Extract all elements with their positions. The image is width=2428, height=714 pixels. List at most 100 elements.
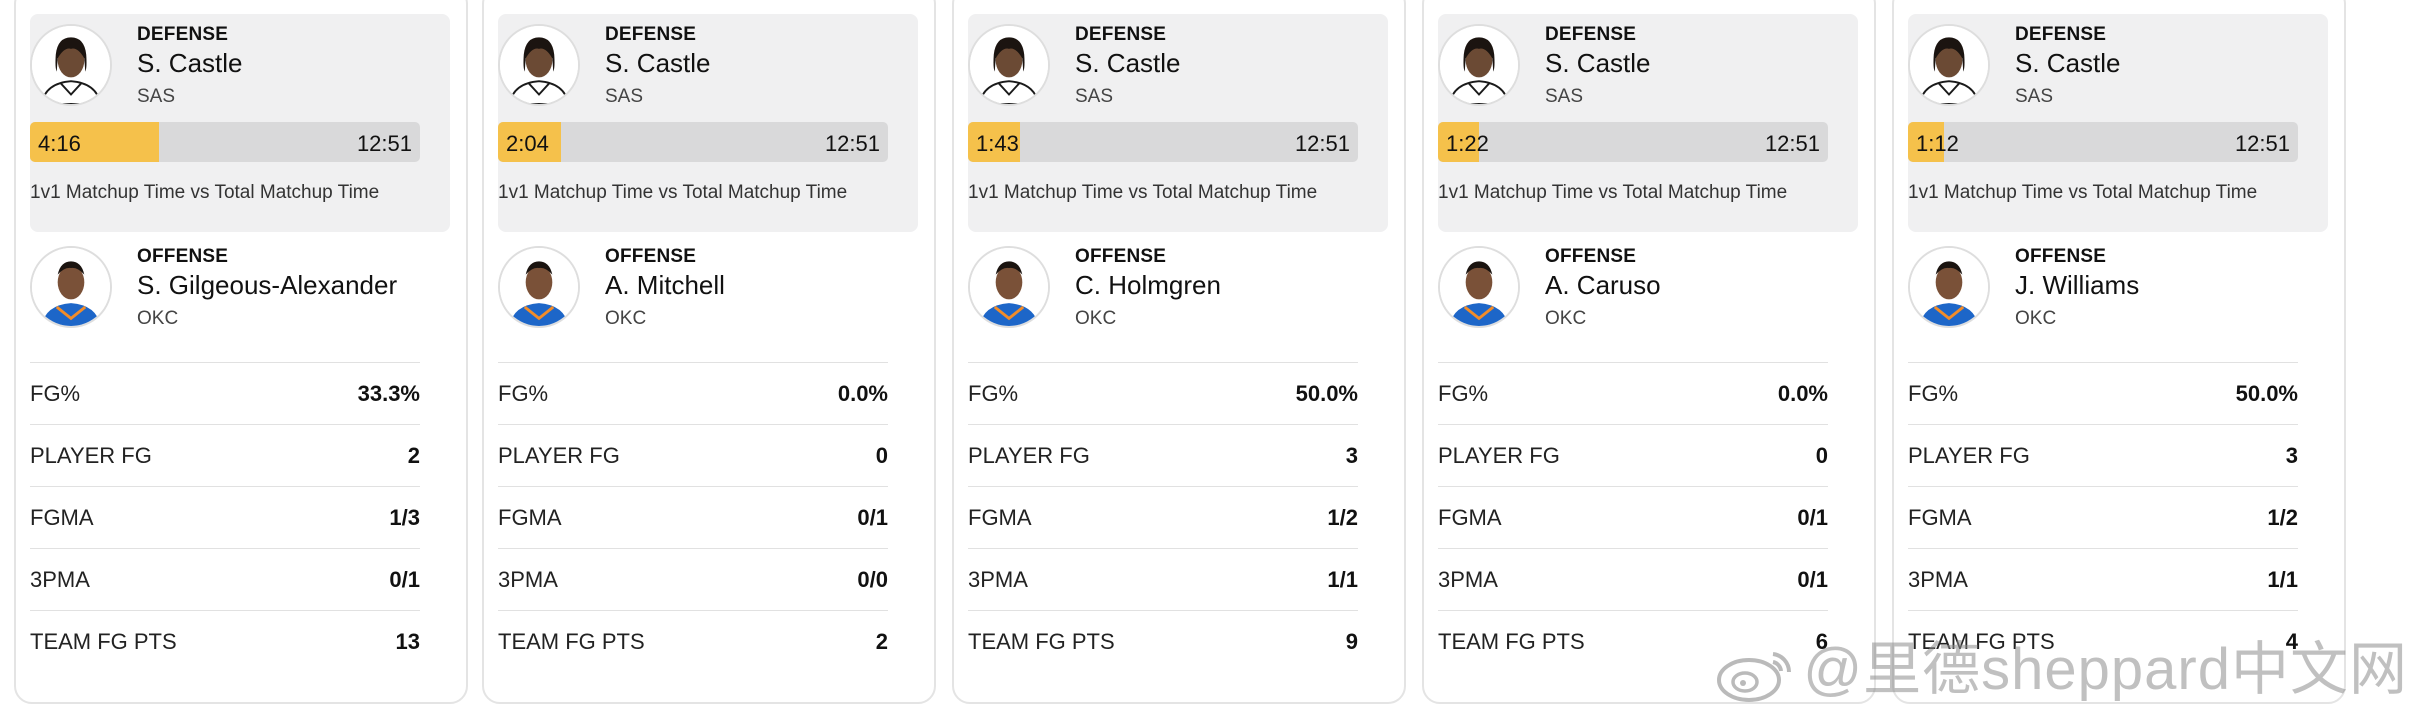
stat-value: 50.0% (2235, 380, 2298, 406)
stat-row: FG% 33.3% (30, 362, 420, 424)
stat-label: FG% (498, 380, 549, 406)
stat-row: PLAYER FG 0 (498, 424, 888, 486)
stat-value: 0/1 (1797, 566, 1828, 592)
stat-label: FGMA (1908, 504, 1972, 530)
stat-row: FGMA 1/3 (30, 486, 420, 548)
stat-label: 3PMA (1908, 566, 1968, 592)
defense-role-label: DEFENSE (1075, 24, 1167, 45)
stat-row: 3PMA 0/1 (1438, 548, 1828, 610)
stat-row: 3PMA 1/1 (968, 548, 1358, 610)
defense-role-label: DEFENSE (1545, 24, 1637, 45)
stat-label: 3PMA (968, 566, 1028, 592)
stat-label: FGMA (30, 504, 94, 530)
defender-team: SAS (1075, 86, 1114, 107)
matchup-time-bar-fill (1438, 122, 1480, 162)
matchup-card[interactable]: DEFENSE S. Castle SAS 1:12 12:51 1v1 Mat… (1892, 0, 2346, 704)
defender-team: SAS (137, 86, 176, 107)
stat-label: PLAYER FG (968, 442, 1090, 468)
stat-row: 3PMA 0/1 (30, 548, 420, 610)
offender-name: A. Mitchell (605, 270, 725, 300)
matchup-time-caption: 1v1 Matchup Time vs Total Matchup Time (1438, 182, 1788, 203)
stat-label: TEAM FG PTS (1438, 628, 1585, 654)
offender-team: OKC (1545, 308, 1587, 329)
stat-label: 3PMA (1438, 566, 1498, 592)
stat-label: PLAYER FG (1908, 442, 2030, 468)
defense-panel: DEFENSE S. Castle SAS 4:16 12:51 1v1 Mat… (30, 14, 450, 232)
offense-role-label: OFFENSE (137, 246, 229, 267)
matchup-time-bar-fill (968, 122, 1021, 162)
offender-avatar (498, 246, 580, 328)
defender-name: S. Castle (605, 48, 711, 78)
defender-avatar (498, 24, 580, 106)
matchup-card[interactable]: DEFENSE S. Castle SAS 4:16 12:51 1v1 Mat… (14, 0, 468, 704)
matchup-time-total: 12:51 (356, 131, 412, 156)
offender-team: OKC (1075, 308, 1117, 329)
stat-value: 1/2 (1327, 504, 1358, 530)
defender-team: SAS (605, 86, 644, 107)
stat-value: 0/1 (1797, 504, 1828, 530)
matchup-time-bar-fill (1908, 122, 1945, 162)
stat-label: TEAM FG PTS (1908, 628, 2055, 654)
matchup-time-total: 12:51 (2234, 131, 2290, 156)
matchup-time-1v1: 2:04 (506, 131, 549, 156)
stats-table: FG% 50.0% PLAYER FG 3 FGMA 1/2 3PMA 1/1 TEAM FG … (1908, 362, 2298, 672)
offense-panel: OFFENSE A. Caruso OKC (1438, 246, 1858, 346)
stat-row: TEAM FG PTS 6 (1438, 610, 1828, 672)
stat-label: TEAM FG PTS (498, 628, 645, 654)
matchup-time-bar: 4:16 12:51 (30, 122, 420, 162)
stat-row: FG% 0.0% (1438, 362, 1828, 424)
defense-role-label: DEFENSE (2015, 24, 2107, 45)
stat-row: PLAYER FG 2 (30, 424, 420, 486)
offender-team: OKC (2015, 308, 2057, 329)
matchup-card[interactable]: DEFENSE S. Castle SAS 1:22 12:51 1v1 Mat… (1422, 0, 1876, 704)
stats-table: FG% 0.0% PLAYER FG 0 FGMA 0/1 3PMA 0/1 TEAM FG P… (1438, 362, 1828, 672)
offender-name: C. Holmgren (1075, 270, 1221, 300)
matchup-card[interactable]: DEFENSE S. Castle SAS 2:04 12:51 1v1 Mat… (482, 0, 936, 704)
stat-label: FGMA (968, 504, 1032, 530)
defender-avatar (968, 24, 1050, 106)
offense-panel: OFFENSE A. Mitchell OKC (498, 246, 918, 346)
stat-label: FGMA (498, 504, 562, 530)
defender-name: S. Castle (1545, 48, 1651, 78)
stat-value: 2 (875, 628, 888, 654)
stat-row: 3PMA 1/1 (1908, 548, 2298, 610)
matchup-time-bar: 1:22 12:51 (1438, 122, 1828, 162)
stat-row: TEAM FG PTS 4 (1908, 610, 2298, 672)
matchup-time-total: 12:51 (1294, 131, 1350, 156)
stat-value: 1/1 (1327, 566, 1358, 592)
stat-row: TEAM FG PTS 2 (498, 610, 888, 672)
defender-avatar (30, 24, 112, 106)
stat-value: 0/0 (857, 566, 888, 592)
watermark-text: @里德sheppard中文网 (1803, 637, 2408, 702)
stat-value: 0/1 (389, 566, 420, 592)
matchup-time-1v1: 4:16 (38, 131, 81, 156)
stat-label: FG% (1438, 380, 1489, 406)
defender-name: S. Castle (137, 48, 243, 78)
defense-panel: DEFENSE S. Castle SAS 1:12 12:51 1v1 Mat… (1908, 14, 2328, 232)
stat-value: 1/2 (2267, 504, 2298, 530)
defender-avatar (1438, 24, 1520, 106)
stat-label: TEAM FG PTS (30, 628, 177, 654)
offender-avatar (1908, 246, 1990, 328)
stat-value: 4 (2285, 628, 2298, 654)
stats-table: FG% 50.0% PLAYER FG 3 FGMA 1/2 3PMA 1/1 TEAM FG … (968, 362, 1358, 672)
matchup-time-bar-fill (30, 122, 160, 162)
matchup-time-bar: 1:43 12:51 (968, 122, 1358, 162)
offense-role-label: OFFENSE (605, 246, 697, 267)
offender-avatar (30, 246, 112, 328)
matchup-time-bar-fill (498, 122, 561, 162)
stats-table: FG% 0.0% PLAYER FG 0 FGMA 0/1 3PMA 0/0 TEAM FG P… (498, 362, 888, 672)
stat-row: TEAM FG PTS 9 (968, 610, 1358, 672)
weibo-icon (1713, 644, 1797, 704)
matchup-time-caption: 1v1 Matchup Time vs Total Matchup Time (968, 182, 1318, 203)
defense-panel: DEFENSE S. Castle SAS 1:22 12:51 1v1 Mat… (1438, 14, 1858, 232)
offender-name: S. Gilgeous-Alexander (137, 270, 398, 300)
defense-role-label: DEFENSE (137, 24, 229, 45)
stat-value: 0/1 (857, 504, 888, 530)
stat-row: FG% 0.0% (498, 362, 888, 424)
matchup-card[interactable]: DEFENSE S. Castle SAS 1:43 12:51 1v1 Mat… (952, 0, 1406, 704)
offense-role-label: OFFENSE (1075, 246, 1167, 267)
matchup-time-bar: 1:12 12:51 (1908, 122, 2298, 162)
stat-label: 3PMA (498, 566, 558, 592)
